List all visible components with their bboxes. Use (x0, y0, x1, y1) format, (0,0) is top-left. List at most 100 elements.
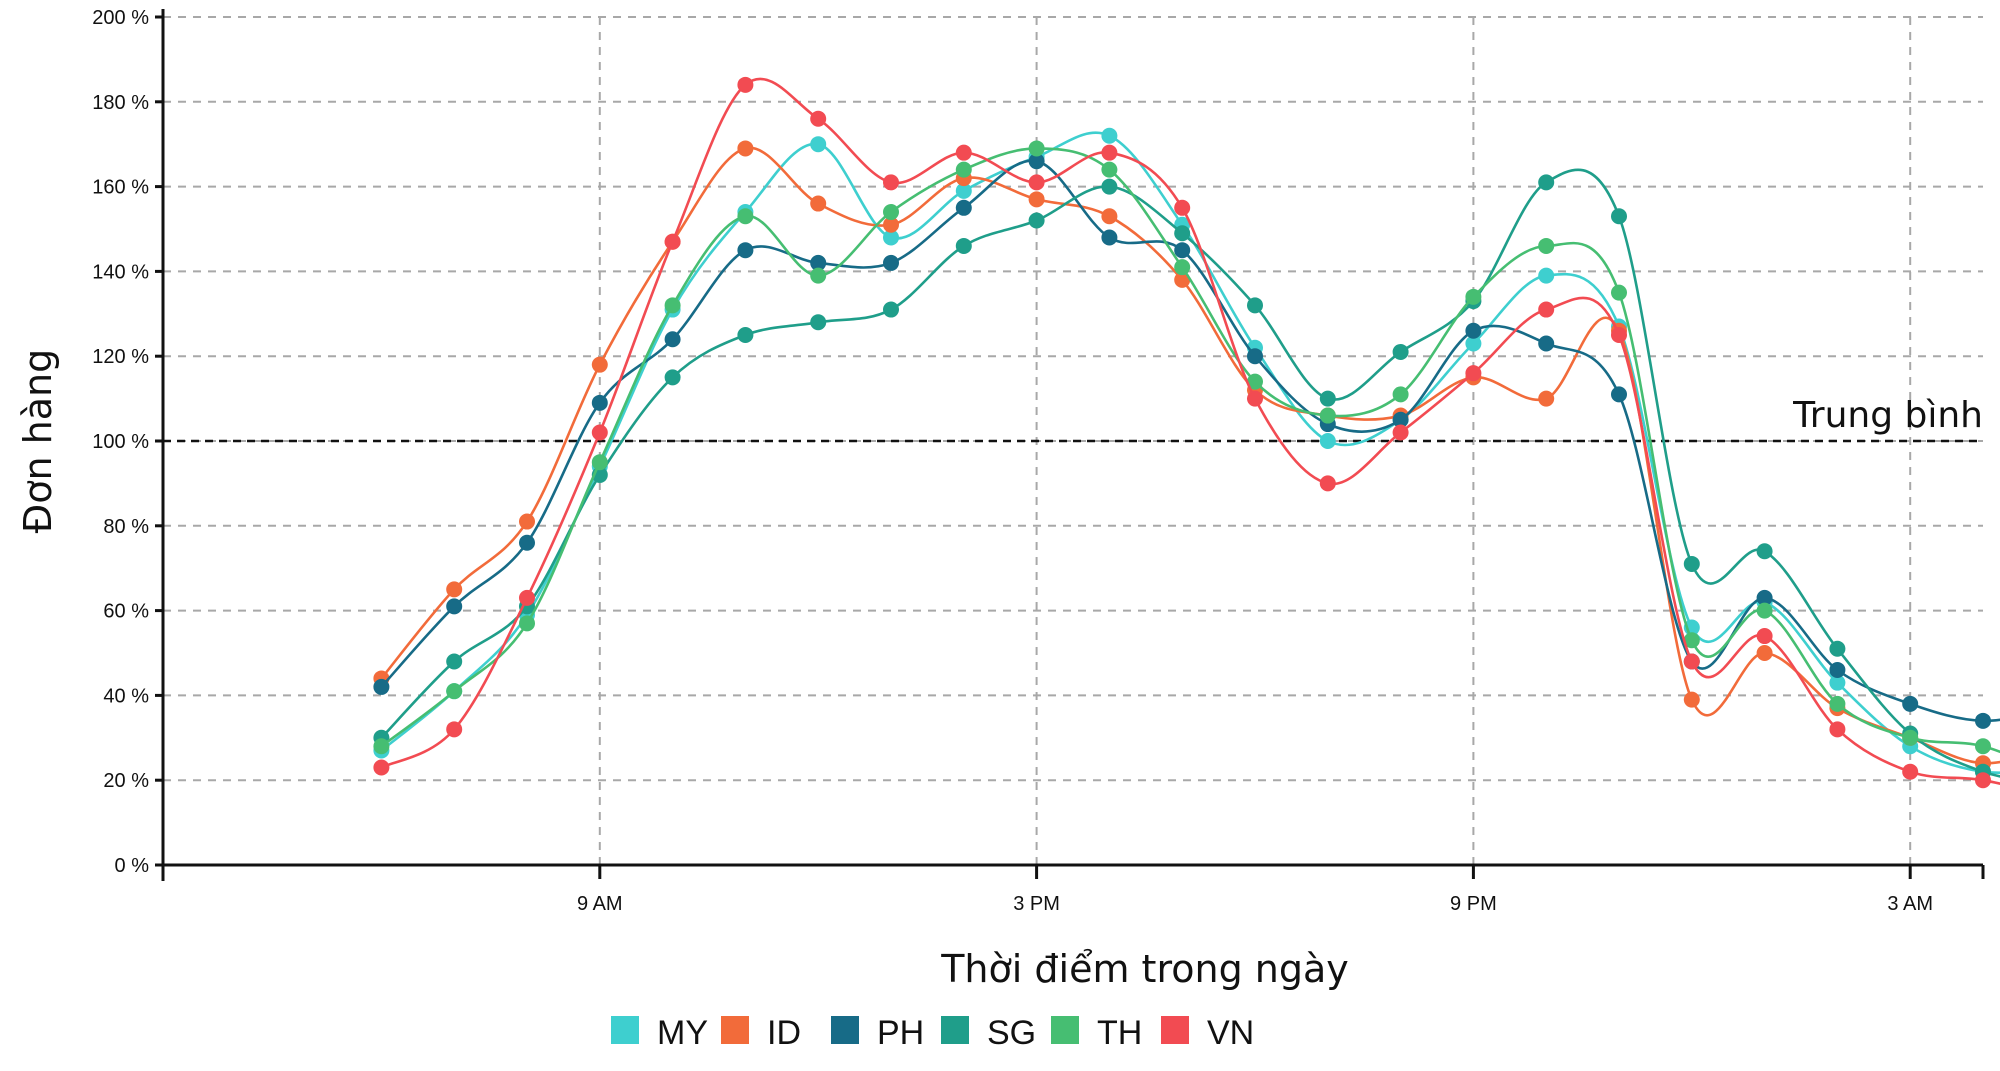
data-point-id (1756, 645, 1773, 661)
reference-line-layer: Trung bình (163, 395, 1983, 443)
legend-item-my: MY (611, 1014, 708, 1052)
data-point-vn (1683, 653, 1700, 670)
data-point-vn (1756, 628, 1773, 645)
data-point-id (810, 195, 827, 212)
data-point-th (737, 208, 754, 225)
data-point-ph (1902, 695, 1919, 712)
series-line-my (380, 131, 2000, 774)
data-point-my (810, 136, 827, 153)
data-point-my (1538, 267, 1555, 284)
series-sg (373, 168, 2000, 780)
legend: MY ID PH SG TH VN (611, 1014, 1254, 1052)
data-point-sg (1611, 208, 1627, 225)
data-point-th (446, 683, 463, 700)
data-point-vn (737, 76, 754, 93)
data-point-vn (1829, 721, 1846, 738)
data-point-sg (446, 653, 463, 670)
data-point-sg (664, 369, 681, 386)
legend-label: ID (767, 1014, 801, 1052)
x-tick-label: 9 PM (1450, 893, 1497, 915)
series-layer (373, 76, 2000, 789)
data-point-th (1392, 386, 1409, 403)
y-tick-label: 80 % (103, 516, 149, 538)
data-point-ph (1465, 322, 1482, 339)
data-point-vn (1319, 475, 1336, 492)
y-tick-label: 20 % (103, 770, 149, 792)
data-point-id (1174, 271, 1191, 288)
series-line-ph (380, 159, 2000, 723)
data-point-vn (1247, 390, 1263, 407)
data-point-id (1538, 390, 1555, 407)
data-point-vn (1101, 144, 1118, 161)
legend-swatch (941, 1016, 969, 1044)
series-line-vn (380, 77, 2000, 785)
data-point-vn (446, 721, 463, 738)
data-point-ph (1829, 661, 1846, 678)
data-point-vn (664, 233, 681, 250)
series-line-sg (380, 168, 2000, 778)
legend-label: VN (1207, 1014, 1254, 1052)
legend-item-vn: VN (1161, 1014, 1254, 1052)
data-point-sg (1392, 343, 1409, 360)
data-point-th (1319, 407, 1336, 424)
x-tick-label: 3 AM (1887, 893, 1933, 915)
data-point-sg (1538, 174, 1555, 191)
data-point-ph (883, 254, 899, 271)
data-point-sg (1756, 543, 1773, 560)
legend-swatch (721, 1016, 749, 1044)
data-point-sg (883, 301, 899, 318)
data-point-ph (1975, 712, 1991, 729)
data-point-sg (1319, 390, 1336, 407)
y-tick-label: 180 % (92, 92, 149, 114)
series-line-id (380, 146, 2000, 765)
data-point-th (883, 204, 899, 221)
series-my (373, 127, 2000, 780)
x-axis-title: Thời điểm trong ngày (940, 947, 1349, 991)
data-point-ph (591, 394, 608, 411)
data-point-th (1247, 373, 1263, 390)
y-tick-label: 40 % (103, 685, 149, 707)
data-point-ph (664, 331, 681, 348)
legend-swatch (831, 1016, 859, 1044)
legend-label: MY (657, 1014, 708, 1052)
data-point-vn (519, 589, 535, 606)
data-point-th (1902, 729, 1919, 746)
series-th (373, 140, 2000, 755)
data-point-vn (955, 144, 972, 161)
data-point-ph (1247, 348, 1263, 365)
legend-swatch (1161, 1016, 1189, 1044)
series-line-th (380, 147, 2000, 754)
data-point-ph (1101, 229, 1118, 246)
data-point-th (1538, 237, 1555, 254)
legend-swatch (1051, 1016, 1079, 1044)
data-point-th (955, 161, 972, 178)
data-point-id (446, 581, 463, 598)
data-point-sg (1174, 225, 1191, 242)
data-point-my (1319, 433, 1336, 449)
data-point-th (1611, 284, 1627, 301)
data-point-th (373, 738, 390, 755)
data-point-sg (737, 327, 754, 343)
data-point-vn (591, 424, 608, 441)
series-ph (373, 153, 2000, 729)
y-tick-label: 160 % (92, 177, 149, 199)
axis-layer (161, 9, 1983, 881)
data-point-vn (1465, 365, 1482, 382)
data-point-vn (1028, 174, 1045, 191)
data-point-my (955, 182, 972, 199)
data-point-vn (810, 110, 827, 127)
series-vn (373, 76, 2000, 789)
data-point-th (1174, 259, 1191, 276)
data-point-id (883, 216, 899, 233)
x-tick-label: 3 PM (1013, 893, 1060, 915)
data-point-th (519, 615, 535, 632)
legend-label: SG (987, 1014, 1036, 1052)
legend-item-sg: SG (941, 1014, 1036, 1052)
data-point-vn (373, 759, 390, 776)
data-point-vn (1611, 327, 1627, 343)
data-point-ph (1392, 411, 1409, 428)
data-point-ph (373, 678, 390, 695)
data-point-vn (1902, 763, 1919, 780)
data-point-th (810, 267, 827, 284)
